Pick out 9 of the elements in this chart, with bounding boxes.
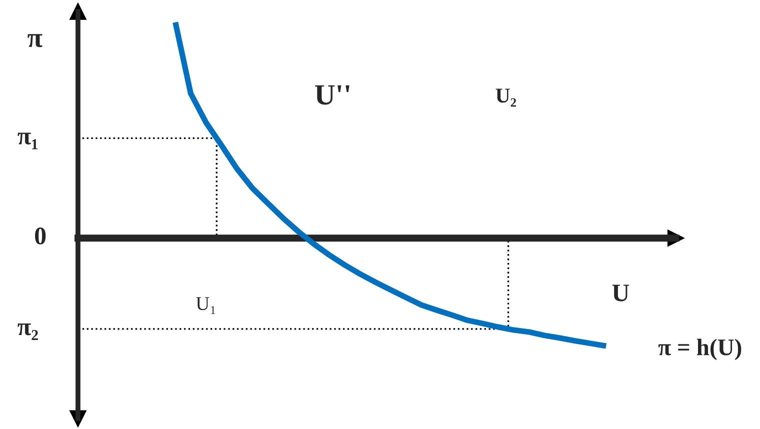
- ref-line-label: π₁: [18, 132, 38, 150]
- annotation: U₂: [496, 88, 516, 107]
- y-axis-title: π: [28, 34, 42, 48]
- annotation: U'': [315, 85, 350, 105]
- text: π = h(U): [658, 338, 742, 360]
- text: 0: [35, 228, 46, 244]
- x-axis-title: U: [612, 284, 630, 302]
- ref-line-label: π₂: [18, 324, 38, 340]
- annotation: U₁: [196, 297, 216, 314]
